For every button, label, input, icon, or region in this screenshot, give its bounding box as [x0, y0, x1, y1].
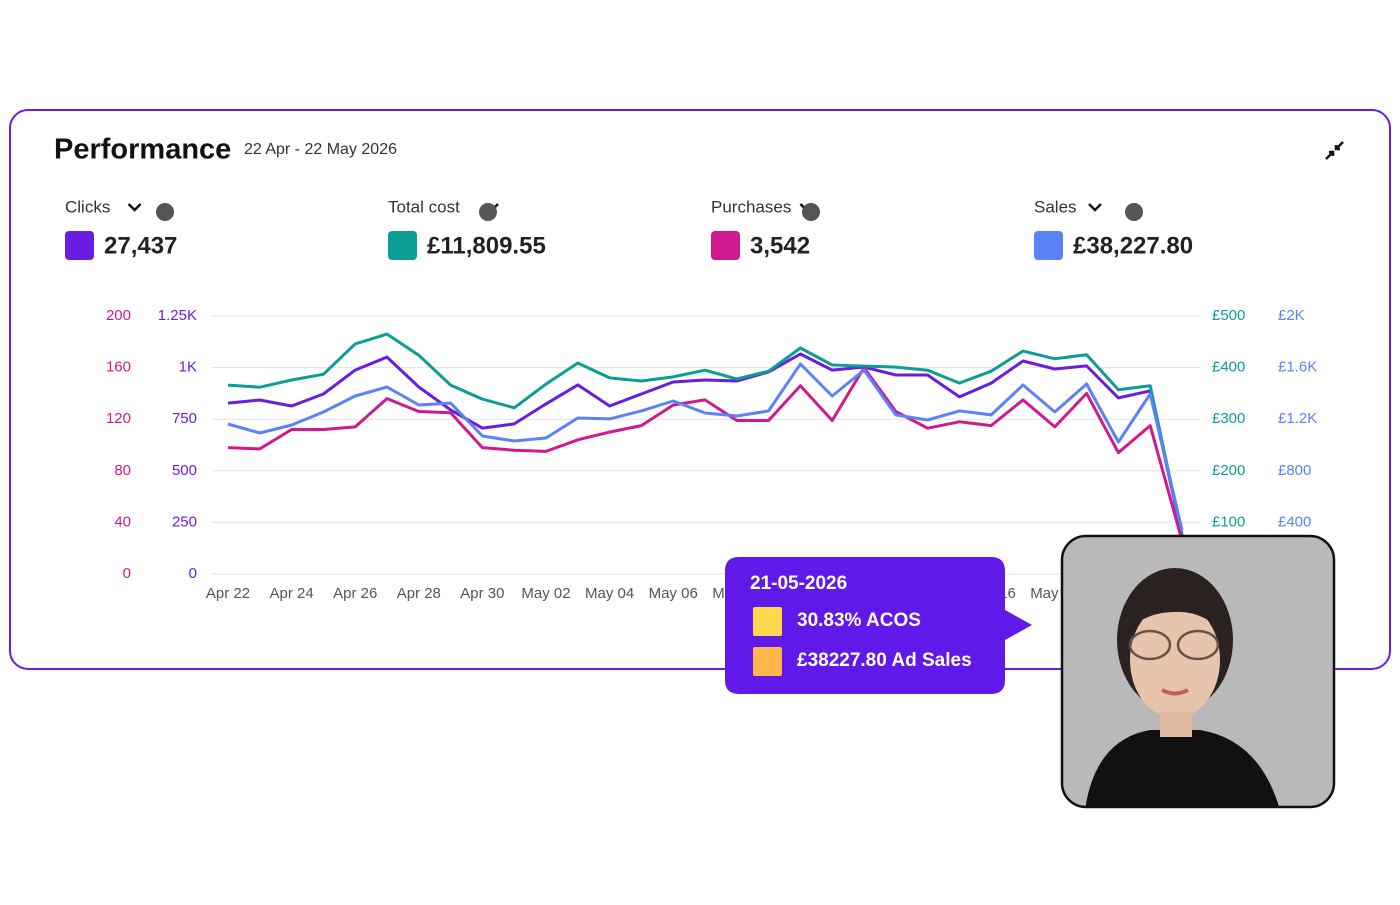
metric-label: Sales [1034, 197, 1077, 216]
swatch [1034, 231, 1063, 260]
y-tick-label: 1.25K [158, 307, 197, 324]
series-line [227, 362, 1184, 531]
y-tick-label: £1.6K [1278, 359, 1317, 376]
y-tick-label: 0 [189, 565, 197, 582]
swatch [388, 231, 417, 260]
y-tick-label: 750 [172, 410, 197, 427]
x-tick-label: Apr 24 [269, 585, 313, 602]
y-tick-label: 160 [106, 359, 131, 376]
y-tick-label: 200 [106, 307, 131, 324]
y-tick-label: £500 [1212, 307, 1245, 324]
collapse-icon[interactable] [1325, 141, 1344, 160]
y-tick-label: £200 [1212, 462, 1245, 479]
tooltip-items: 30.83% ACOS £38227.80 Ad Sales [753, 607, 972, 676]
metric-value: £11,809.55 [427, 232, 546, 259]
metric-value: £38,227.80 [1073, 232, 1193, 259]
tooltip-swatch [753, 647, 782, 676]
metric-value: 27,437 [104, 232, 177, 259]
metric-label: Clicks [65, 197, 110, 216]
tooltip: 21-05-2026 30.83% ACOS £38227.80 Ad Sales [725, 557, 1032, 694]
swatch [711, 231, 740, 260]
y-tick-label: 40 [114, 513, 131, 530]
y-tick-label: £800 [1278, 462, 1311, 479]
metric-label: Total cost [388, 197, 460, 216]
y-tick-label: 120 [106, 410, 131, 427]
tooltip-text: 30.83% ACOS [797, 610, 921, 631]
metrics: Clicks 27,437 Total cost £11,809.55 Purchase… [65, 197, 1193, 260]
y-tick-label: £1.2K [1278, 410, 1317, 427]
series-line [227, 352, 1184, 536]
series-line [227, 366, 1184, 541]
y-tick-label: 80 [114, 462, 131, 479]
x-tick-label: May 02 [521, 585, 570, 602]
tooltip-date: 21-05-2026 [750, 573, 847, 594]
x-tick-label: Apr 30 [460, 585, 504, 602]
y-tick-label: 250 [172, 513, 197, 530]
info-icon [156, 203, 174, 221]
y-tick-label: £300 [1212, 410, 1245, 427]
info-icon [479, 203, 497, 221]
photo [1060, 534, 1336, 809]
x-tick-label: May 04 [585, 585, 634, 602]
dropdown-icon[interactable] [1088, 203, 1102, 212]
x-tick-label: May 06 [649, 585, 698, 602]
y-tick-label: 500 [172, 462, 197, 479]
x-tick-label: Apr 26 [333, 585, 377, 602]
y-tick-label: £400 [1212, 359, 1245, 376]
info-icon [802, 203, 820, 221]
tooltip-swatch [753, 607, 782, 636]
swatch [65, 231, 94, 260]
chart: 0 40 80 120 160 200 0 250 500 750 1K 1.25K £100 £200 £… [106, 307, 1317, 602]
x-tick-label: Apr 28 [397, 585, 441, 602]
y-tick-label: £100 [1212, 513, 1245, 530]
series-line [227, 332, 1184, 536]
y-tick-label: £400 [1278, 513, 1311, 530]
metric-value: 3,542 [750, 232, 810, 259]
title: Performance [54, 134, 231, 166]
x-tick-label: Apr 22 [206, 585, 250, 602]
y-tick-label: 0 [123, 565, 131, 582]
y-tick-label: £2K [1278, 307, 1305, 324]
tooltip-text: £38227.80 Ad Sales [797, 650, 972, 671]
info-icon [1125, 203, 1143, 221]
subtitle: 22 Apr - 22 May 2026 [244, 141, 397, 158]
metric-label: Purchases [711, 197, 791, 216]
dropdown-icon[interactable] [127, 203, 142, 212]
y-tick-label: 1K [179, 359, 197, 376]
